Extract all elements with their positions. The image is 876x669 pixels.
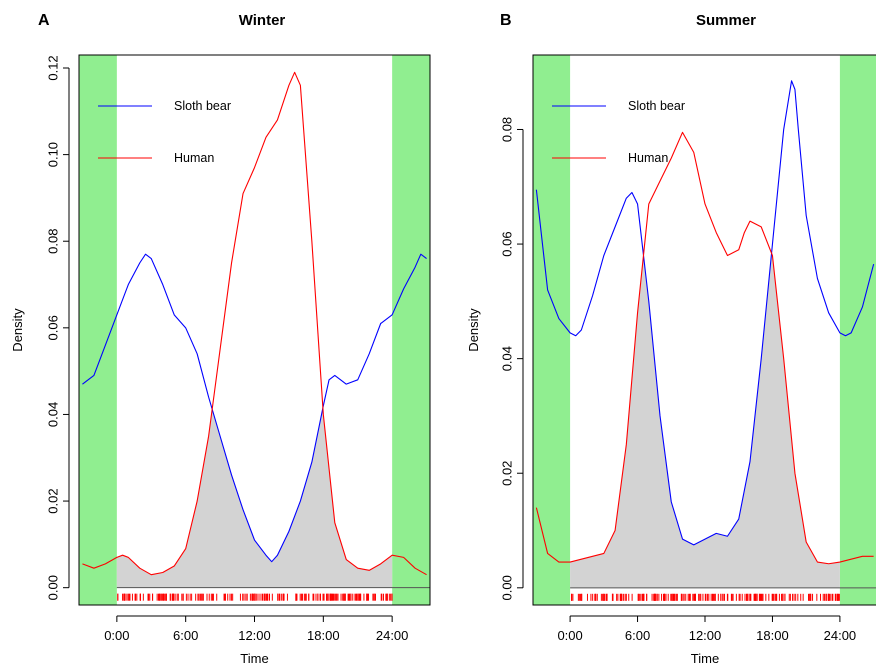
x-tick-label: 24:00 (824, 628, 857, 643)
legend-label: Human (628, 151, 668, 165)
plot-border (78, 54, 431, 606)
overlap-area (116, 410, 393, 588)
x-tick-label: 12:00 (689, 628, 722, 643)
legend: Sloth bear Human (552, 99, 685, 165)
legend-label: Sloth bear (628, 99, 685, 113)
series-line-human (82, 71, 427, 576)
x-tick-label: 0:00 (104, 628, 129, 643)
legend-label: Human (174, 151, 214, 165)
y-tick-label: 0.08 (45, 229, 60, 254)
y-tick-label: 0.12 (45, 55, 60, 80)
rug-sloth-bear (117, 604, 393, 605)
night-shading-band (533, 55, 571, 605)
rug-human (117, 593, 393, 601)
panel-winter: 0.00 0.02 0.04 0.06 0.08 0.10 0.12 0:00 6:00 12:0… (10, 12, 431, 666)
legend: Sloth bear Human (98, 99, 231, 165)
plot-border (532, 54, 876, 606)
plot-area (79, 55, 430, 605)
series-line-human (535, 131, 874, 565)
chart-title: Summer (696, 12, 756, 29)
x-tick-label: 12:00 (238, 628, 271, 643)
x-axis-label: Time (240, 651, 268, 666)
x-tick-label: 0:00 (557, 628, 582, 643)
night-shading-band (392, 55, 430, 605)
x-axis-label: Time (691, 651, 719, 666)
y-tick-label: 0.04 (45, 402, 60, 427)
night-shading-band (839, 55, 876, 605)
series-line-sloth-bear (535, 80, 875, 546)
legend-label: Sloth bear (174, 99, 231, 113)
y-tick-label: 0.04 (499, 346, 514, 371)
y-tick-label: 0.10 (45, 142, 60, 167)
panel-letter: A (38, 12, 50, 29)
y-tick-label: 0.06 (45, 315, 60, 340)
x-tick-label: 6:00 (173, 628, 198, 643)
x-tick-label: 6:00 (625, 628, 650, 643)
overlap-area (570, 255, 840, 588)
x-tick-label: 18:00 (756, 628, 789, 643)
x-tick-label: 18:00 (307, 628, 340, 643)
y-axis-label: Density (10, 308, 25, 352)
x-tick-label: 24:00 (376, 628, 409, 643)
y-tick-label: 0.06 (499, 231, 514, 256)
y-tick-label: 0.00 (499, 575, 514, 600)
y-tick-label: 0.08 (499, 117, 514, 142)
rug-sloth-bear (570, 604, 837, 605)
y-tick-label: 0.00 (45, 575, 60, 600)
y-axis-label: Density (466, 308, 481, 352)
y-tick-label: 0.02 (499, 461, 514, 486)
y-tick-label: 0.02 (45, 488, 60, 513)
plot-area (533, 55, 876, 605)
panel-summer: 0.00 0.02 0.04 0.06 0.08 0:00 6:00 12:00 18:00 24… (466, 12, 876, 666)
chart-title: Winter (239, 12, 286, 29)
series-line-sloth-bear (82, 253, 427, 563)
panel-letter: B (500, 12, 512, 29)
rug-human (571, 593, 840, 601)
